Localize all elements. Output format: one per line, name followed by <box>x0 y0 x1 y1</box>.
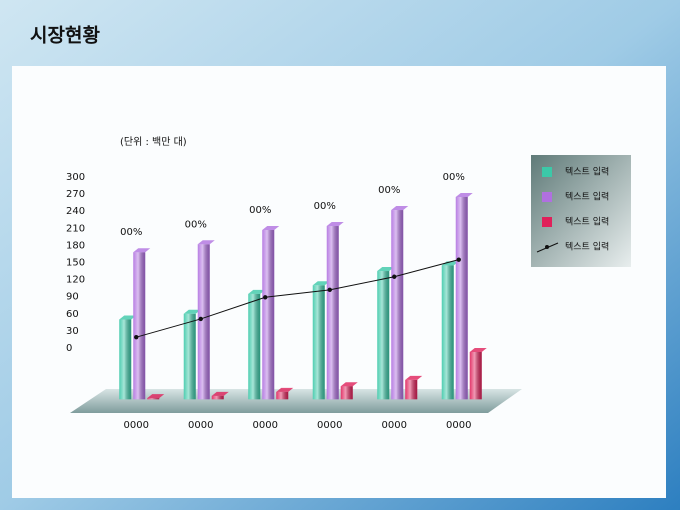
legend-swatch <box>542 192 552 202</box>
y-tick-label: 300 <box>66 172 85 183</box>
bar-shade <box>119 319 132 400</box>
bar-shade <box>377 271 390 400</box>
data-label: 00% <box>314 201 336 212</box>
bar-top <box>211 391 229 396</box>
bar-top <box>340 382 358 387</box>
line-point <box>198 316 203 322</box>
bar-top <box>133 248 151 253</box>
data-label: 00% <box>378 185 400 196</box>
y-tick-label: 150 <box>66 258 85 269</box>
legend-label: 텍스트 입력 <box>565 166 609 178</box>
bar-shade <box>326 226 339 400</box>
data-label: 00% <box>185 219 207 230</box>
bar-top <box>391 206 409 211</box>
bar-shade <box>312 285 325 400</box>
y-tick-label: 120 <box>66 275 85 286</box>
x-tick-label: 0000 <box>188 420 213 431</box>
legend-swatch <box>545 245 549 249</box>
bar-shade <box>211 395 224 400</box>
bar-top <box>276 387 294 392</box>
x-tick-label: 0000 <box>317 420 342 431</box>
legend-label: 텍스트 입력 <box>565 241 609 253</box>
bar-shade <box>133 252 146 400</box>
bar-shade <box>455 196 468 400</box>
bar-shade <box>262 230 275 400</box>
x-tick-label: 0000 <box>446 420 471 431</box>
bar-shade <box>183 313 196 400</box>
x-tick-label: 0000 <box>124 420 149 431</box>
bar-shade <box>276 391 289 400</box>
bar-top <box>405 375 423 380</box>
bar-top <box>455 192 473 197</box>
line <box>136 259 459 338</box>
bar-shade <box>441 265 454 400</box>
bar-top <box>197 240 215 245</box>
line-point <box>327 287 332 293</box>
legend-label: 텍스트 입력 <box>565 216 609 228</box>
y-tick-label: 60 <box>66 309 79 320</box>
bar-top <box>147 394 165 399</box>
bar-shade <box>405 379 418 400</box>
slide-title: 시장현황 <box>30 24 100 47</box>
bar-top <box>469 347 487 352</box>
bar-top <box>119 315 137 320</box>
bar-shade <box>391 210 404 400</box>
legend-swatch <box>542 167 552 177</box>
legend-label: 텍스트 입력 <box>565 191 609 203</box>
y-tick-label: 210 <box>66 223 85 234</box>
bar-shade <box>248 293 261 400</box>
unit-label: (단위 : 백만 대) <box>120 135 187 148</box>
line-point <box>134 334 139 340</box>
bar-shade <box>469 351 482 400</box>
bar-top <box>377 267 395 272</box>
bar-shade <box>197 244 210 400</box>
y-tick-label: 240 <box>66 206 85 217</box>
x-tick-label: 0000 <box>382 420 407 431</box>
y-tick-label: 30 <box>66 326 79 337</box>
bar-top <box>441 261 459 266</box>
bar-top <box>326 222 344 227</box>
x-tick-label: 0000 <box>253 420 278 431</box>
y-tick-label: 270 <box>66 189 85 200</box>
panel <box>12 66 666 498</box>
bar-shade <box>147 398 160 400</box>
y-tick-label: 90 <box>66 292 79 303</box>
line-point <box>263 295 268 300</box>
bar-top <box>262 226 280 231</box>
legend-swatch <box>542 217 552 227</box>
bar-shade <box>340 386 353 400</box>
y-tick-label: 0 <box>66 343 72 354</box>
data-label: 00% <box>120 227 142 238</box>
y-tick-label: 180 <box>66 240 85 251</box>
line-point <box>456 257 461 262</box>
bar-top <box>248 289 266 294</box>
bar-top <box>183 309 201 314</box>
line-point <box>392 274 397 279</box>
bar-top <box>312 281 330 286</box>
data-label: 00% <box>443 172 465 183</box>
data-label: 00% <box>249 205 271 216</box>
